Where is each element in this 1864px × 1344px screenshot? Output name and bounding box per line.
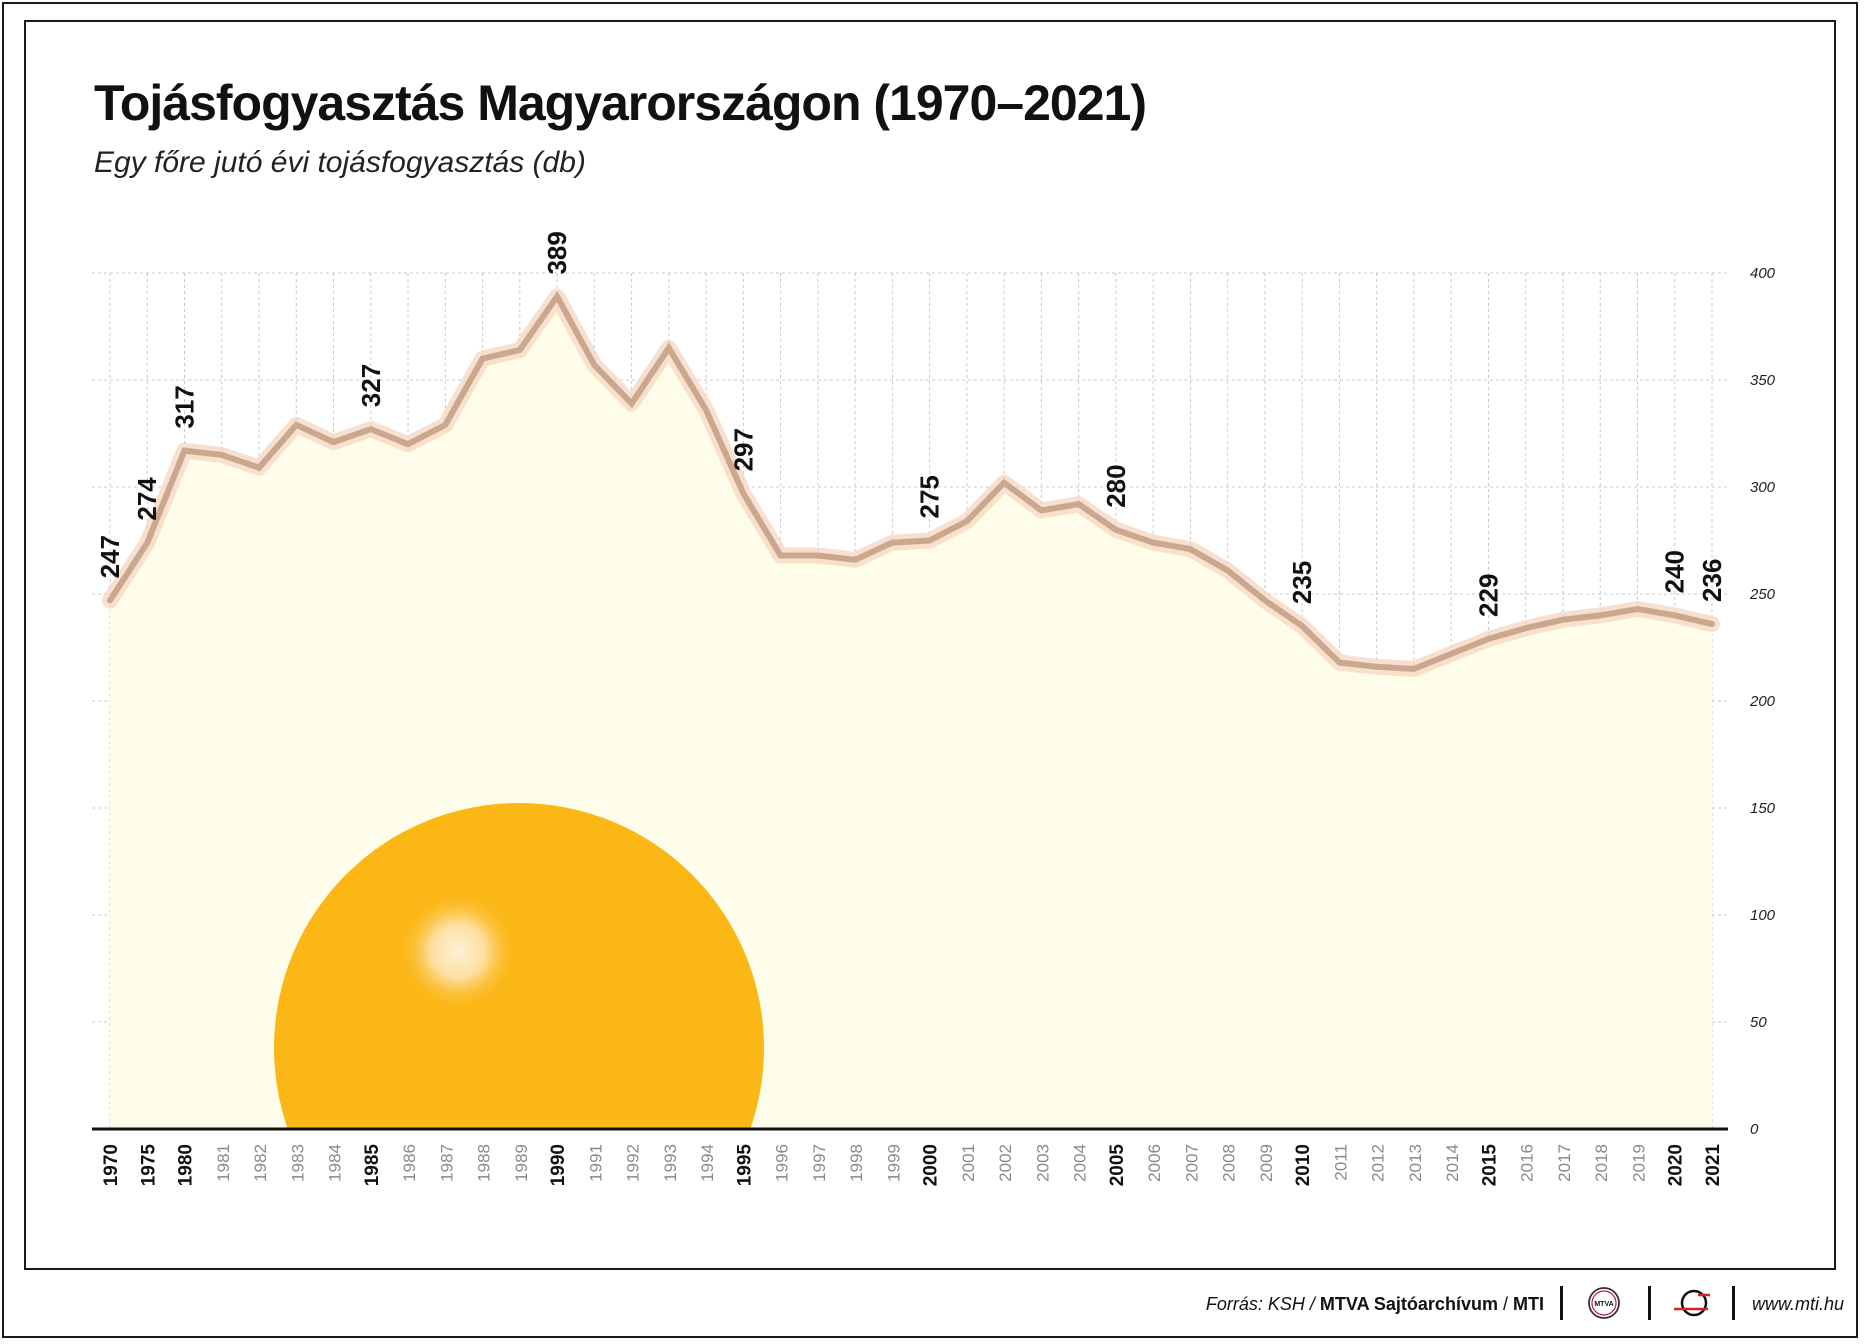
mti-logo (1674, 1289, 1710, 1317)
x-tick-label: 1988 (475, 1144, 494, 1182)
x-tick-label: 2000 (921, 1144, 942, 1186)
data-label: 317 (170, 385, 200, 428)
x-tick-label: 1985 (362, 1144, 383, 1187)
footer-separator (1732, 1286, 1735, 1320)
line-area-chart: 0 50 100 150 200 250 300 350 400 1970 1975 1980 198… (92, 231, 1776, 1187)
source-credit: Forrás: KSH / MTVA Sajtóarchívum / MTI (1206, 1294, 1544, 1315)
y-tick-label: 150 (1750, 800, 1776, 817)
mtva-logo-text: MTVA (1594, 1301, 1613, 1308)
source-prefix: Forrás: KSH / (1205, 1294, 1315, 1314)
page-title: Tojásfogyasztás Magyarországon (1970–202… (94, 75, 1147, 131)
x-tick-label: 2012 (1369, 1144, 1388, 1182)
y-axis-tick-labels: 0 50 100 150 200 250 300 350 400 (1749, 265, 1776, 1138)
source-separator: / (1502, 1294, 1508, 1314)
y-tick-label: 100 (1750, 907, 1776, 924)
chart-subtitle: Egy főre jutó évi tojásfogyasztás (db) (94, 146, 586, 179)
x-tick-label: 2003 (1033, 1144, 1052, 1182)
x-tick-label: 1996 (773, 1144, 792, 1182)
data-label: 274 (132, 477, 162, 521)
data-label: 236 (1697, 559, 1727, 602)
egg-yolk (274, 803, 764, 1129)
x-tick-label: 2013 (1406, 1144, 1425, 1182)
x-tick-label: 2011 (1331, 1144, 1350, 1181)
data-label: 240 (1660, 550, 1690, 593)
egg-yolk-highlight (398, 891, 518, 1011)
data-label: 229 (1473, 574, 1503, 617)
x-tick-label: 1994 (698, 1144, 717, 1182)
egg-yolk-illustration (274, 803, 764, 1129)
data-label: 389 (542, 231, 572, 274)
x-tick-label: 1995 (734, 1144, 755, 1187)
x-tick-label: 2001 (959, 1144, 978, 1182)
x-tick-label: 1970 (101, 1144, 122, 1186)
x-tick-label: 1997 (810, 1144, 829, 1182)
footer: Forrás: KSH / MTVA Sajtóarchívum / MTI M… (0, 1286, 1864, 1326)
x-tick-label: 2006 (1145, 1144, 1164, 1182)
x-tick-label: 1998 (847, 1144, 866, 1182)
x-tick-label: 2020 (1666, 1144, 1687, 1186)
x-tick-label: 1992 (624, 1144, 643, 1182)
x-tick-label: 2017 (1555, 1144, 1574, 1182)
footer-separator (1648, 1286, 1651, 1320)
y-tick-label: 300 (1750, 479, 1776, 496)
x-tick-label: 1984 (326, 1144, 345, 1182)
x-tick-label: 1981 (214, 1144, 233, 1182)
x-tick-label: 1983 (288, 1144, 307, 1182)
x-tick-label: 2002 (996, 1144, 1015, 1182)
x-axis-tick-labels: 1970 1975 1980 1981 1982 1983 1984 1985 1986 1987… (101, 1144, 1724, 1187)
x-tick-label: 2014 (1443, 1144, 1462, 1182)
data-label: 275 (915, 475, 945, 518)
x-tick-label: 2005 (1107, 1144, 1128, 1187)
x-tick-label: 1989 (512, 1144, 531, 1182)
x-tick-label: 2021 (1703, 1144, 1724, 1187)
x-tick-label: 1975 (138, 1144, 159, 1187)
x-tick-label: 1999 (884, 1144, 903, 1182)
data-label: 297 (728, 428, 758, 471)
mtva-logo: MTVA (1588, 1287, 1620, 1319)
x-tick-label: 1993 (661, 1144, 680, 1182)
y-tick-label: 400 (1750, 265, 1776, 282)
y-tick-label: 50 (1750, 1014, 1767, 1031)
x-tick-label: 2010 (1293, 1144, 1314, 1186)
x-tick-label: 2009 (1257, 1144, 1276, 1182)
y-tick-label: 350 (1750, 372, 1776, 389)
data-label: 327 (356, 364, 386, 407)
source-mti: MTI (1513, 1294, 1544, 1314)
x-tick-label: 1990 (548, 1144, 569, 1186)
series-line (107, 290, 1715, 672)
y-tick-label: 0 (1750, 1121, 1759, 1138)
x-tick-label: 2016 (1518, 1144, 1537, 1182)
data-label: 235 (1287, 561, 1317, 604)
x-tick-label: 1987 (437, 1144, 456, 1182)
chart-frame (24, 20, 1836, 1270)
source-archive: MTVA Sajtóarchívum (1319, 1294, 1498, 1314)
x-tick-label: 2019 (1629, 1144, 1648, 1182)
data-label: 247 (95, 535, 125, 578)
x-tick-label: 1991 (586, 1144, 605, 1182)
y-tick-label: 200 (1749, 693, 1776, 710)
x-tick-label: 2007 (1182, 1144, 1201, 1182)
x-tick-label: 1986 (400, 1144, 419, 1182)
data-label: 280 (1101, 464, 1131, 507)
x-tick-label: 2015 (1479, 1144, 1500, 1187)
x-tick-label: 1980 (176, 1144, 197, 1186)
website-link[interactable]: www.mti.hu (1752, 1294, 1845, 1314)
footer-separator (1560, 1286, 1563, 1320)
x-tick-label: 1982 (251, 1144, 270, 1182)
y-tick-label: 250 (1749, 586, 1776, 603)
x-tick-label: 2004 (1071, 1144, 1090, 1182)
x-tick-label: 2008 (1220, 1144, 1239, 1182)
x-tick-label: 2018 (1592, 1144, 1611, 1182)
